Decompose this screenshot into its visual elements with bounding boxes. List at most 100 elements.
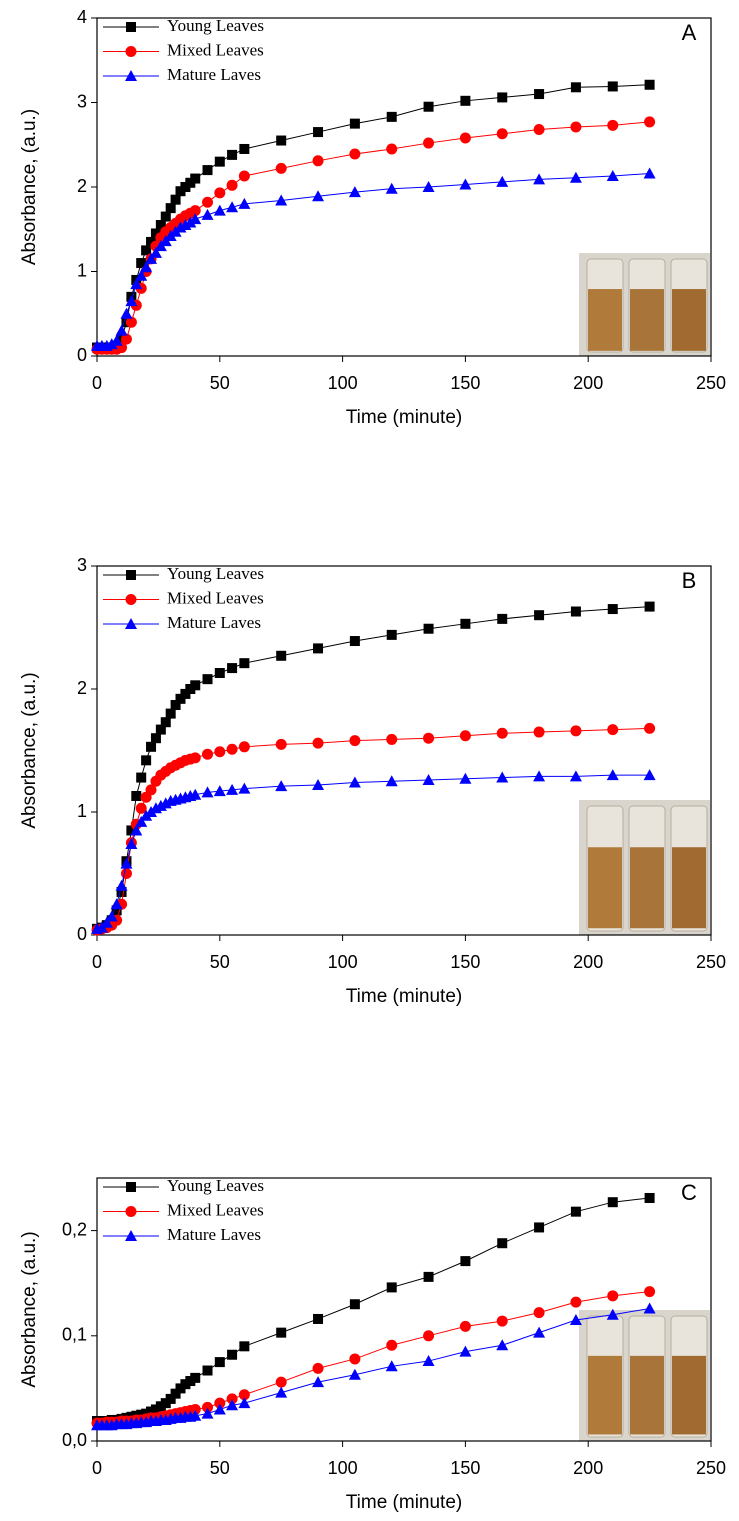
- marker: [226, 201, 239, 213]
- marker: [238, 782, 251, 794]
- y-axis-title: Absorbance, (a.u.): [19, 109, 40, 265]
- marker: [422, 1355, 435, 1367]
- marker: [116, 886, 127, 897]
- marker: [105, 338, 118, 350]
- marker: [170, 194, 181, 205]
- marker: [126, 1182, 136, 1192]
- x-tick-label: 100: [328, 373, 358, 393]
- marker: [202, 1401, 214, 1413]
- vial-liquid: [588, 1355, 622, 1435]
- marker: [214, 187, 226, 199]
- marker: [533, 124, 545, 136]
- marker: [643, 167, 656, 179]
- marker: [606, 1308, 619, 1320]
- marker: [214, 1357, 225, 1368]
- x-tick-label: 150: [450, 373, 480, 393]
- marker: [644, 79, 655, 90]
- marker: [125, 1230, 137, 1241]
- series-line: [97, 1291, 650, 1424]
- marker: [105, 910, 118, 922]
- vial-liquid: [672, 1355, 706, 1435]
- marker: [146, 236, 157, 247]
- marker: [189, 1403, 201, 1415]
- marker: [312, 1376, 325, 1388]
- marker: [385, 1360, 398, 1372]
- panel-label: C: [681, 1180, 697, 1205]
- marker: [125, 46, 137, 57]
- marker: [189, 788, 202, 800]
- marker: [644, 601, 655, 612]
- marker: [201, 786, 214, 798]
- marker: [120, 857, 133, 869]
- marker: [189, 213, 202, 225]
- x-tick-label: 50: [210, 373, 230, 393]
- marker: [534, 1222, 545, 1233]
- y-axis-title: Absorbance, (a.u.): [19, 672, 40, 828]
- marker: [238, 741, 250, 753]
- marker: [150, 228, 161, 239]
- marker: [184, 216, 197, 228]
- marker: [126, 825, 137, 836]
- y-tick-label: 3: [77, 91, 87, 111]
- marker: [135, 815, 148, 827]
- marker: [460, 95, 471, 106]
- marker: [202, 674, 213, 685]
- marker: [459, 1345, 472, 1357]
- marker: [312, 778, 325, 790]
- y-tick-label: 2: [77, 176, 87, 196]
- marker: [496, 771, 509, 783]
- marker: [155, 220, 166, 231]
- marker: [214, 746, 226, 758]
- vial-liquid: [672, 289, 706, 351]
- legend-label: Mature Laves: [167, 613, 261, 632]
- x-tick-label: 0: [92, 373, 102, 393]
- marker: [386, 629, 397, 640]
- marker: [136, 258, 147, 269]
- marker: [423, 623, 434, 634]
- marker: [348, 1368, 361, 1380]
- marker: [386, 111, 397, 122]
- marker: [120, 333, 132, 345]
- x-tick-label: 100: [328, 1458, 358, 1478]
- marker: [534, 610, 545, 621]
- legend-label: Mixed Leaves: [167, 1200, 264, 1219]
- marker: [607, 724, 619, 736]
- marker: [349, 1299, 360, 1310]
- marker: [202, 748, 214, 760]
- marker: [459, 730, 471, 742]
- marker: [349, 735, 361, 747]
- marker: [607, 1290, 619, 1302]
- marker: [459, 132, 471, 144]
- marker: [226, 179, 238, 191]
- marker: [460, 618, 471, 629]
- marker: [644, 1286, 656, 1298]
- marker: [569, 770, 582, 782]
- x-axis-title: Time (minute): [346, 986, 462, 1007]
- y-tick-label: 0,1: [62, 1325, 87, 1345]
- marker: [238, 197, 251, 209]
- x-axis-title: Time (minute): [346, 407, 462, 428]
- marker: [275, 194, 288, 206]
- marker: [570, 1296, 582, 1308]
- marker: [226, 1399, 239, 1411]
- marker: [422, 774, 435, 786]
- marker: [189, 205, 201, 217]
- y-axis-title: Absorbance, (a.u.): [19, 1231, 40, 1387]
- x-tick-label: 150: [450, 952, 480, 972]
- marker: [145, 784, 157, 796]
- marker: [201, 208, 214, 220]
- marker: [386, 1282, 397, 1293]
- marker: [120, 868, 132, 879]
- marker: [149, 246, 162, 258]
- marker: [349, 636, 360, 647]
- marker: [348, 186, 361, 198]
- marker: [570, 725, 582, 737]
- marker: [125, 594, 137, 605]
- marker: [126, 570, 136, 580]
- marker: [125, 316, 137, 328]
- marker: [135, 802, 147, 814]
- marker: [190, 680, 201, 691]
- marker: [533, 173, 546, 185]
- marker: [569, 1314, 582, 1326]
